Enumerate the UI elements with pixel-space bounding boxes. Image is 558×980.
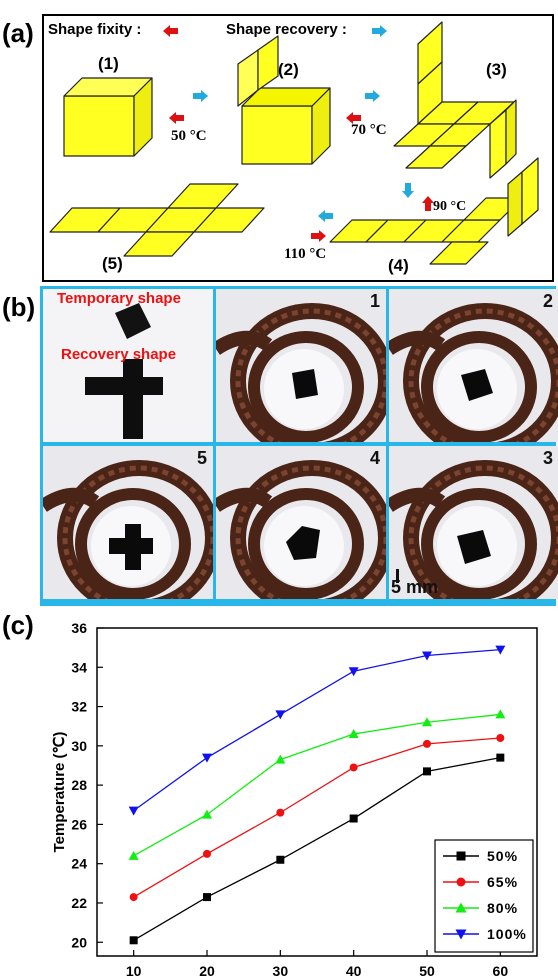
legend-marker bbox=[455, 929, 467, 940]
frame-number-4: 4 bbox=[369, 448, 380, 468]
transition-arrows bbox=[169, 90, 434, 242]
panel-a-label: (a) bbox=[2, 18, 34, 48]
temp-label-110: 110 °C bbox=[284, 246, 327, 262]
temporary-shape-square bbox=[115, 303, 151, 339]
step-label-2: (2) bbox=[278, 60, 299, 79]
step-label-1: (1) bbox=[98, 54, 119, 73]
data-point bbox=[128, 806, 139, 816]
series-line-50pct bbox=[133, 756, 501, 941]
data-point bbox=[275, 754, 286, 764]
data-point bbox=[275, 710, 286, 720]
y-tick-label: 34 bbox=[71, 659, 87, 675]
series-line-80pct bbox=[133, 713, 501, 857]
shape-recovery-label: Shape recovery : bbox=[226, 21, 347, 38]
y-tick-label: 22 bbox=[71, 895, 87, 911]
data-point bbox=[495, 645, 506, 655]
scale-bar bbox=[396, 569, 399, 583]
step-label-3: (3) bbox=[486, 60, 507, 79]
x-tick-label: 40 bbox=[346, 963, 362, 979]
panel-a-frame bbox=[42, 14, 554, 282]
frame-number-2: 2 bbox=[542, 291, 553, 311]
net-almost-flat bbox=[329, 157, 539, 265]
y-tick-label: 28 bbox=[71, 777, 87, 793]
y-tick-label: 20 bbox=[71, 934, 87, 950]
series-line-65pct bbox=[133, 737, 501, 898]
legend-marker bbox=[455, 902, 467, 913]
photo-grid: Temporary shape Recovery shape 1 2 5 4 3… bbox=[40, 286, 556, 606]
temperature-chart: 202224262830323436102030405060Time (S)Te… bbox=[51, 620, 538, 979]
temp-label-70: 70 °C bbox=[351, 122, 387, 138]
cube-closed bbox=[63, 77, 153, 157]
photo-frame-2: 2 bbox=[389, 289, 558, 442]
y-axis-label: Temperature (℃) bbox=[51, 732, 68, 853]
x-tick-label: 20 bbox=[199, 963, 215, 979]
data-point bbox=[423, 767, 431, 776]
temp-label-90: 90 °C bbox=[433, 199, 467, 214]
data-point bbox=[423, 739, 431, 748]
y-tick-label: 32 bbox=[71, 699, 87, 715]
photo-reference: Temporary shape Recovery shape bbox=[43, 289, 213, 442]
legend-entry: 80% bbox=[487, 900, 518, 916]
y-tick-label: 24 bbox=[71, 856, 87, 872]
panel-c-label: (c) bbox=[2, 610, 34, 640]
data-point bbox=[129, 936, 138, 945]
legend-entry: 65% bbox=[487, 874, 518, 890]
data-point bbox=[276, 855, 285, 864]
net-flat bbox=[49, 183, 265, 257]
data-point bbox=[129, 893, 138, 902]
data-point bbox=[349, 814, 358, 823]
y-tick-label: 26 bbox=[71, 816, 87, 832]
data-point bbox=[496, 733, 505, 742]
photo-frame-4: 4 bbox=[216, 446, 386, 599]
plot-frame bbox=[96, 627, 538, 957]
temporary-shape-label: Temporary shape bbox=[57, 290, 181, 307]
recovery-shape-label: Recovery shape bbox=[61, 346, 177, 363]
frame-number-1: 1 bbox=[369, 291, 380, 311]
photo-frame-1: 1 bbox=[216, 289, 386, 442]
data-point bbox=[276, 808, 285, 817]
data-point bbox=[203, 893, 211, 902]
step-label-5: (5) bbox=[102, 254, 123, 273]
scale-bar-label: 5 mm bbox=[391, 577, 439, 597]
data-point bbox=[348, 667, 359, 677]
recovery-arrow-icon bbox=[372, 25, 387, 37]
data-point bbox=[422, 717, 432, 727]
data-point bbox=[202, 753, 212, 763]
data-point bbox=[202, 809, 212, 819]
data-point bbox=[422, 651, 432, 661]
data-point bbox=[128, 850, 139, 860]
series-line-100pct bbox=[133, 648, 501, 812]
recovery-shape-cross bbox=[85, 359, 163, 439]
data-point bbox=[349, 763, 358, 772]
data-point bbox=[348, 729, 359, 739]
x-tick-label: 60 bbox=[493, 963, 509, 979]
origami-diagram bbox=[49, 21, 539, 265]
x-tick-label: 30 bbox=[273, 963, 289, 979]
photo-frame-3: 3 5 mm bbox=[389, 446, 558, 599]
legend-marker bbox=[456, 877, 466, 887]
frame-number-3: 3 bbox=[542, 448, 553, 468]
panel-b-label: (b) bbox=[2, 292, 36, 322]
box-open bbox=[237, 35, 331, 165]
legend-entry: 50% bbox=[487, 848, 518, 864]
shape-fixity-label: Shape fixity : bbox=[48, 21, 142, 38]
photo-frame-5: 5 bbox=[43, 446, 213, 599]
y-tick-label: 30 bbox=[71, 738, 87, 754]
temp-label-50: 50 °C bbox=[171, 128, 207, 144]
data-point bbox=[203, 849, 211, 858]
x-tick-label: 10 bbox=[126, 963, 142, 979]
net-partial bbox=[393, 21, 517, 179]
frame-number-5: 5 bbox=[196, 448, 207, 468]
x-tick-label: 50 bbox=[419, 963, 435, 979]
y-tick-label: 36 bbox=[71, 620, 87, 636]
legend-entry: 100% bbox=[487, 926, 527, 942]
fixity-arrow-icon bbox=[163, 25, 178, 37]
data-point bbox=[495, 709, 506, 719]
legend-marker bbox=[456, 851, 466, 861]
step-label-4: (4) bbox=[388, 256, 409, 275]
data-point bbox=[496, 753, 505, 762]
